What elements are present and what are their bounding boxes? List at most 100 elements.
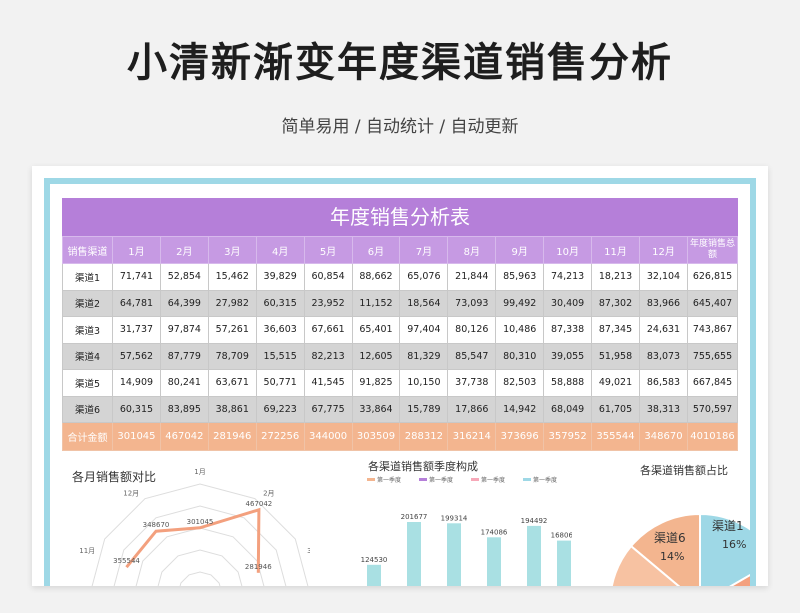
table-cell[interactable]: 755,655: [687, 342, 738, 370]
table-cell[interactable]: 85,547: [447, 342, 497, 370]
page-title: 小清新渐变年度渠道销售分析: [127, 40, 673, 86]
table-cell[interactable]: 57,261: [207, 316, 257, 344]
table-cell[interactable]: 88,662: [351, 263, 401, 291]
table-cell[interactable]: 65,401: [351, 316, 401, 344]
table-cell[interactable]: 99,492: [495, 289, 545, 317]
table-cell[interactable]: 渠道6: [62, 395, 113, 423]
total-cell[interactable]: 357952: [543, 422, 593, 451]
table-cell[interactable]: 73,093: [447, 289, 497, 317]
table-cell[interactable]: 743,867: [687, 316, 738, 344]
total-cell[interactable]: 303509: [351, 422, 401, 451]
table-cell[interactable]: 78,709: [207, 342, 257, 370]
table-cell[interactable]: 69,223: [255, 395, 305, 423]
table-cell[interactable]: 87,779: [159, 342, 209, 370]
table-cell[interactable]: 15,789: [399, 395, 449, 423]
table-cell[interactable]: 10,150: [399, 369, 449, 397]
table-cell[interactable]: 21,844: [447, 263, 497, 291]
table-cell[interactable]: 38,861: [207, 395, 257, 423]
table-cell[interactable]: 87,338: [543, 316, 593, 344]
table-cell[interactable]: 33,864: [351, 395, 401, 423]
table-cell[interactable]: 570,597: [687, 395, 738, 423]
table-cell[interactable]: 63,671: [207, 369, 257, 397]
table-cell[interactable]: 渠道3: [62, 316, 113, 344]
table-cell[interactable]: 82,503: [495, 369, 545, 397]
table-cell[interactable]: 12,605: [351, 342, 401, 370]
table-cell[interactable]: 667,845: [687, 369, 738, 397]
table-cell[interactable]: 17,866: [447, 395, 497, 423]
table-cell[interactable]: 24,631: [638, 316, 689, 344]
total-cell[interactable]: 301045: [112, 422, 161, 451]
table-cell[interactable]: 18,564: [399, 289, 449, 317]
table-cell[interactable]: 61,705: [591, 395, 640, 423]
table-cell[interactable]: 60,854: [303, 263, 353, 291]
table-cell[interactable]: 67,661: [303, 316, 353, 344]
table-cell[interactable]: 71,741: [112, 263, 161, 291]
table-cell[interactable]: 11,152: [351, 289, 401, 317]
table-cell[interactable]: 91,825: [351, 369, 401, 397]
table-cell[interactable]: 27,982: [207, 289, 257, 317]
total-cell[interactable]: 373696: [495, 422, 545, 451]
table-cell[interactable]: 渠道1: [62, 263, 113, 291]
total-cell[interactable]: 272256: [255, 422, 305, 451]
radar-chart-title: 各月销售额对比: [72, 470, 157, 484]
table-cell[interactable]: 85,963: [495, 263, 545, 291]
table-cell[interactable]: 23,952: [303, 289, 353, 317]
total-cell[interactable]: 348670: [638, 422, 689, 451]
table-cell[interactable]: 渠道4: [62, 342, 113, 370]
table-cell[interactable]: 39,055: [543, 342, 593, 370]
table-cell[interactable]: 10,486: [495, 316, 545, 344]
table-cell[interactable]: 58,888: [543, 369, 593, 397]
total-cell[interactable]: 288312: [399, 422, 449, 451]
table-cell[interactable]: 50,771: [255, 369, 305, 397]
table-cell[interactable]: 14,909: [112, 369, 161, 397]
table-cell[interactable]: 60,315: [255, 289, 305, 317]
total-cell[interactable]: 316214: [447, 422, 497, 451]
total-cell[interactable]: 467042: [159, 422, 209, 451]
table-cell[interactable]: 30,409: [543, 289, 593, 317]
table-cell[interactable]: 52,854: [159, 263, 209, 291]
table-cell[interactable]: 87,345: [591, 316, 640, 344]
table-cell[interactable]: 82,213: [303, 342, 353, 370]
table-cell[interactable]: 渠道2: [62, 289, 113, 317]
table-cell[interactable]: 49,021: [591, 369, 640, 397]
table-cell[interactable]: 80,310: [495, 342, 545, 370]
table-cell[interactable]: 51,958: [591, 342, 640, 370]
table-cell[interactable]: 83,895: [159, 395, 209, 423]
table-cell[interactable]: 14,942: [495, 395, 545, 423]
table-cell[interactable]: 626,815: [687, 263, 738, 291]
table-cell[interactable]: 15,515: [255, 342, 305, 370]
table-cell[interactable]: 80,126: [447, 316, 497, 344]
table-cell[interactable]: 18,213: [591, 263, 640, 291]
table-cell[interactable]: 65,076: [399, 263, 449, 291]
table-cell[interactable]: 32,104: [638, 263, 689, 291]
table-cell[interactable]: 68,049: [543, 395, 593, 423]
table-cell[interactable]: 31,737: [112, 316, 161, 344]
table-cell[interactable]: 67,775: [303, 395, 353, 423]
table-cell[interactable]: 64,781: [112, 289, 161, 317]
table-cell[interactable]: 36,603: [255, 316, 305, 344]
table-cell[interactable]: 64,399: [159, 289, 209, 317]
table-cell[interactable]: 80,241: [159, 369, 209, 397]
total-cell[interactable]: 4010186: [687, 422, 738, 451]
total-cell[interactable]: 合计金额: [62, 422, 113, 451]
table-cell[interactable]: 60,315: [112, 395, 161, 423]
table-cell[interactable]: 645,407: [687, 289, 738, 317]
table-cell[interactable]: 15,462: [207, 263, 257, 291]
table-cell[interactable]: 37,738: [447, 369, 497, 397]
table-cell[interactable]: 86,583: [638, 369, 689, 397]
table-cell[interactable]: 83,966: [638, 289, 689, 317]
table-cell[interactable]: 38,313: [638, 395, 689, 423]
table-cell[interactable]: 97,874: [159, 316, 209, 344]
table-cell[interactable]: 41,545: [303, 369, 353, 397]
table-cell[interactable]: 81,329: [399, 342, 449, 370]
table-cell[interactable]: 97,404: [399, 316, 449, 344]
table-cell[interactable]: 39,829: [255, 263, 305, 291]
total-cell[interactable]: 281946: [207, 422, 257, 451]
table-cell[interactable]: 83,073: [638, 342, 689, 370]
total-cell[interactable]: 355544: [591, 422, 640, 451]
total-cell[interactable]: 344000: [303, 422, 353, 451]
table-cell[interactable]: 渠道5: [62, 369, 113, 397]
table-cell[interactable]: 87,302: [591, 289, 640, 317]
table-cell[interactable]: 57,562: [112, 342, 161, 370]
table-cell[interactable]: 74,213: [543, 263, 593, 291]
